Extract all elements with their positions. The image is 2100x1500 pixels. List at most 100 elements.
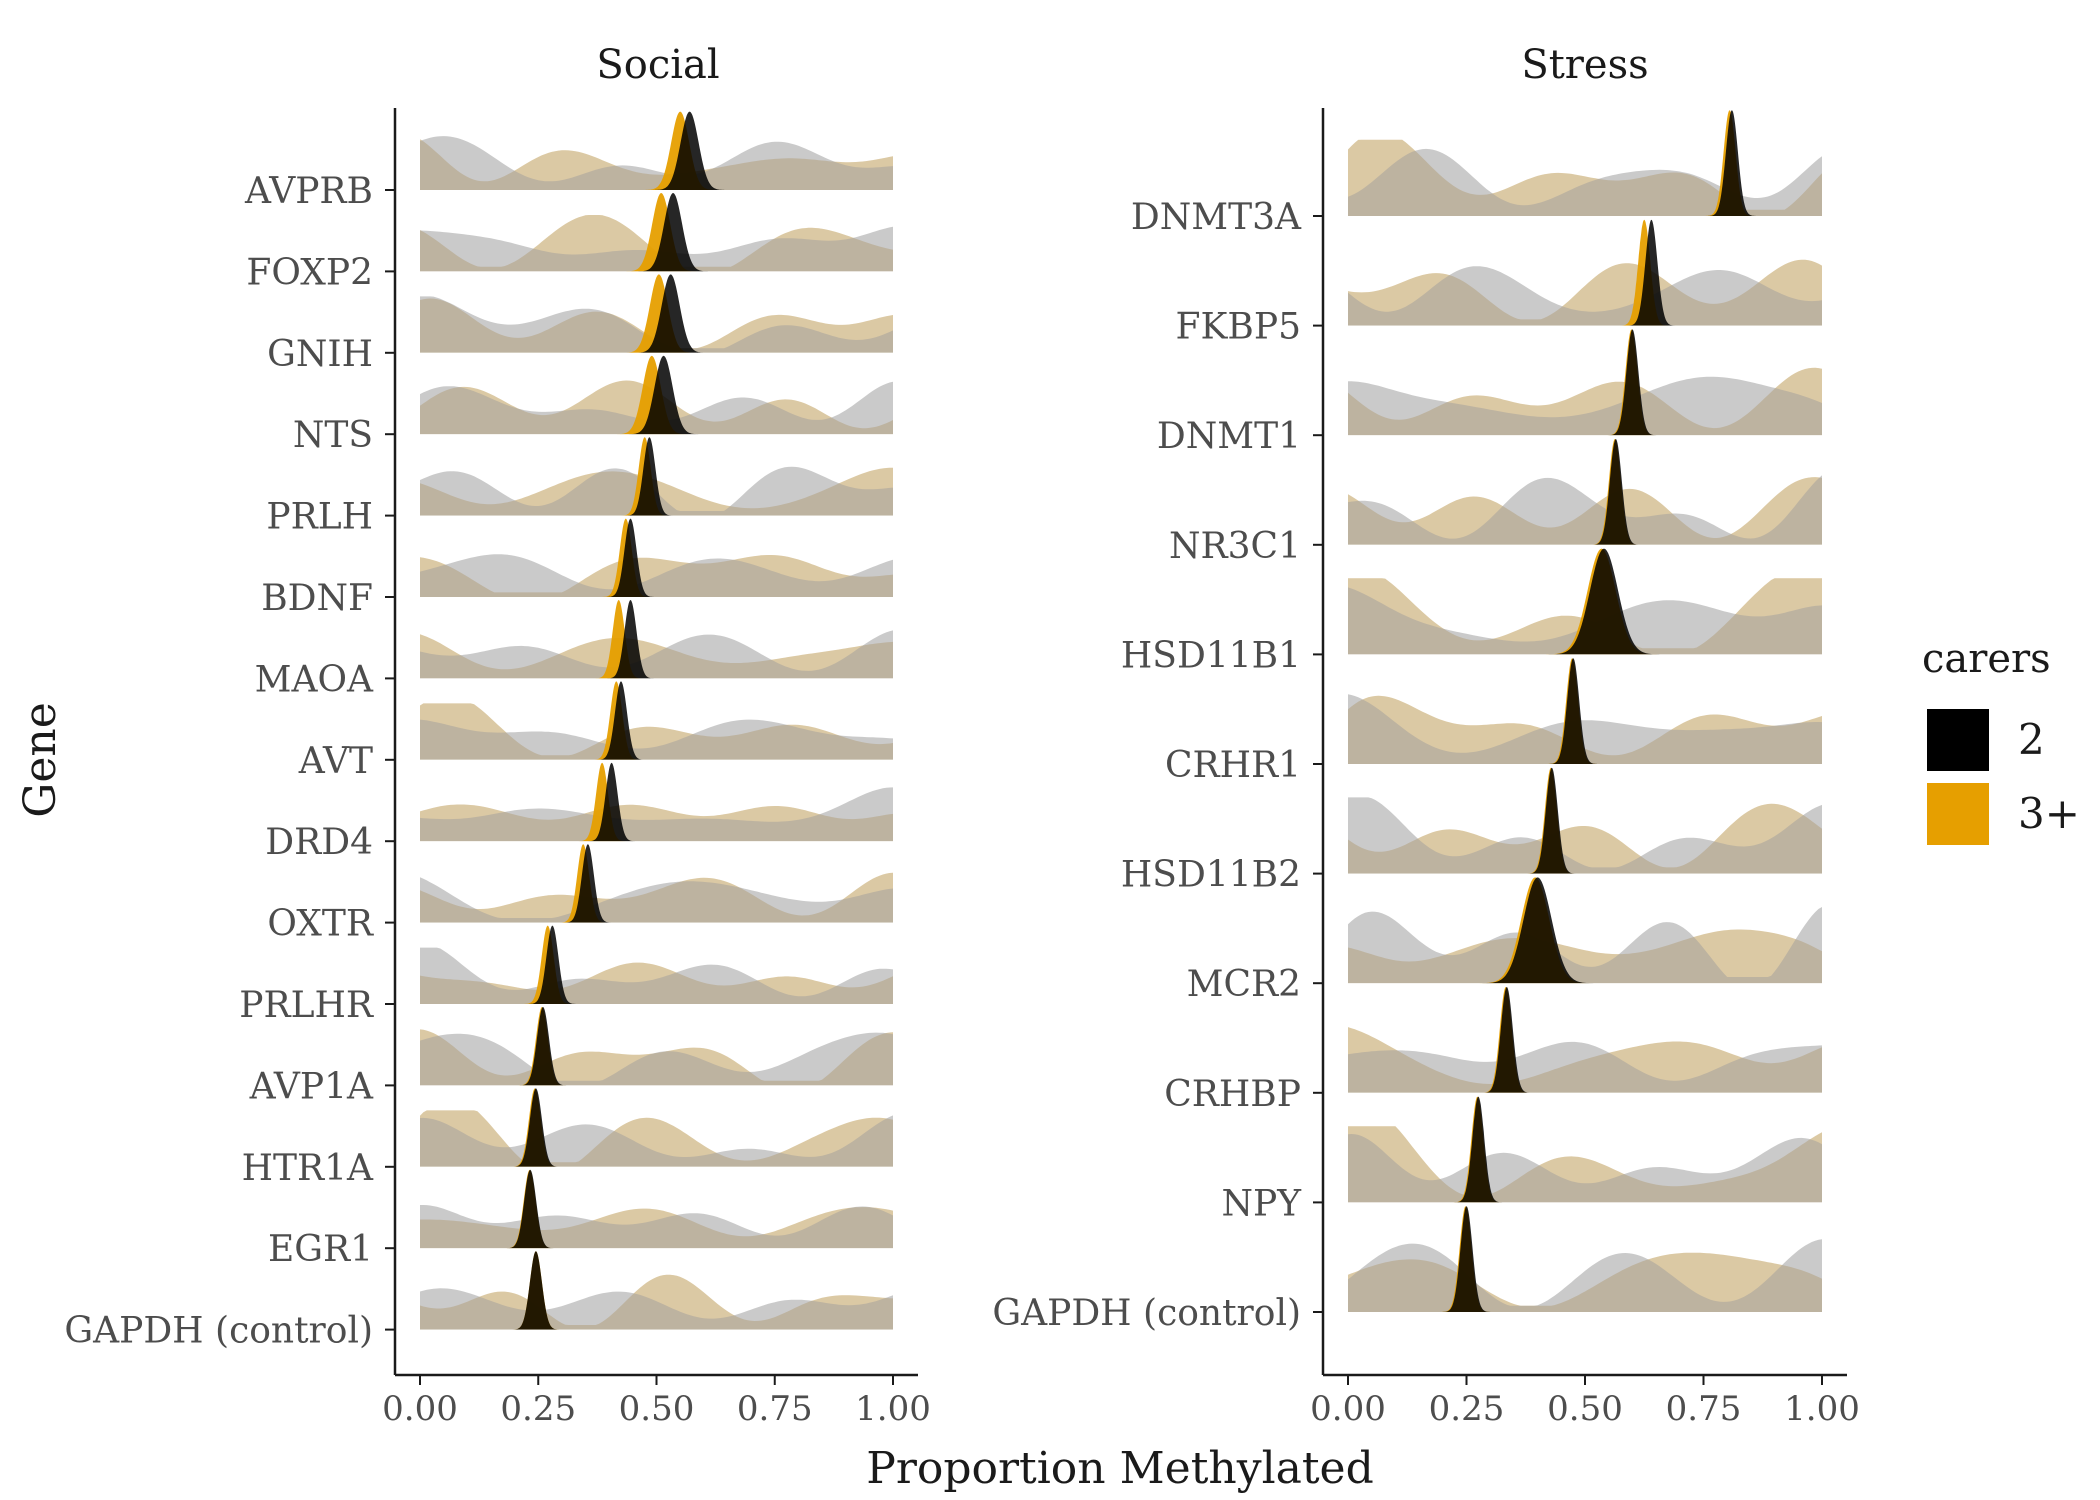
- peak-2-social-12: [511, 1088, 560, 1167]
- peak-2-social-8: [587, 762, 636, 842]
- density-overlap-stress-3: [1348, 477, 1822, 545]
- gene-label-social-2: GNIH: [267, 334, 373, 375]
- ridge-social-6: [418, 600, 895, 683]
- y-axis-title: Gene: [15, 702, 66, 818]
- ridge-stress-7: [1346, 877, 1824, 988]
- density-2-stress-7: [1348, 907, 1822, 984]
- x-tick-label-stress-2: 0.50: [1547, 1389, 1623, 1429]
- peak-2-stress-7: [1481, 877, 1594, 984]
- ridge-social-12: [418, 1088, 895, 1171]
- density-2-social-7: [420, 719, 893, 760]
- ridge-social-11: [418, 1007, 895, 1090]
- density-2-social-5: [420, 554, 893, 597]
- peak-2-social-2: [634, 274, 707, 353]
- density-overlap-social-12: [420, 1110, 893, 1167]
- density-2-social-0: [420, 136, 893, 190]
- density-2-social-6: [420, 630, 893, 679]
- density-2-stress-3: [1348, 475, 1822, 545]
- peak-2-social-6: [606, 600, 655, 679]
- ridge-social-1: [418, 193, 895, 276]
- density-2-social-3: [420, 381, 893, 435]
- peak-3plus-social-2: [622, 274, 695, 353]
- density-overlap-social-14: [420, 1274, 893, 1330]
- legend: carers 2 3+: [1922, 636, 2080, 845]
- ridge-stress-10: [1346, 1206, 1824, 1316]
- density-2-social-8: [420, 787, 893, 842]
- gene-label-stress-8: CRHBP: [1164, 1074, 1301, 1115]
- x-tick-label-social-4: 1.00: [855, 1389, 931, 1429]
- ridge-social-3: [418, 355, 895, 439]
- peak-2-stress-9: [1454, 1096, 1503, 1203]
- density-2-social-4: [420, 466, 893, 516]
- x-axis-title: Proportion Methylated: [866, 1443, 1374, 1494]
- x-tick-label-stress-0: 0.00: [1310, 1389, 1386, 1429]
- stress-panel: Stress DNMT3A FKBP5 DNMT1 NR3C1 HSD11B1 CRHR1…: [992, 42, 1860, 1429]
- gene-label-social-13: EGR1: [268, 1229, 373, 1270]
- gene-label-social-14: GAPDH (control): [64, 1311, 373, 1352]
- gene-label-stress-7: MCR2: [1187, 964, 1301, 1005]
- x-tick-label-stress-1: 0.25: [1429, 1389, 1505, 1429]
- peak-2-social-4: [625, 437, 674, 516]
- ridge-social-0: [418, 111, 895, 194]
- peak-2-social-9: [563, 844, 612, 923]
- social-axes: AVPRB FOXP2 GNIH NTS PRLH BDNF MAOA AVT DRD4 OXTR…: [64, 108, 931, 1429]
- density-2-stress-1: [1348, 266, 1822, 326]
- density-overlap-stress-5: [1348, 695, 1822, 764]
- gene-label-social-7: AVT: [298, 741, 373, 782]
- social-panel-title: Social: [596, 42, 719, 88]
- peak-2-social-7: [597, 681, 645, 760]
- peak-2-social-3: [627, 355, 700, 435]
- ridge-stress-6: [1346, 767, 1824, 878]
- peak-3plus-social-8: [578, 762, 627, 842]
- gene-label-social-1: FOXP2: [246, 252, 373, 293]
- gene-label-stress-5: CRHR1: [1165, 745, 1301, 786]
- peak-2-stress-8: [1482, 987, 1531, 1093]
- density-overlap-stress-0: [1348, 139, 1822, 216]
- peak-2-stress-6: [1527, 767, 1576, 874]
- density-overlap-social-10: [420, 962, 893, 1004]
- ridge-social-9: [418, 844, 895, 927]
- gene-label-stress-9: NPY: [1222, 1183, 1303, 1224]
- density-2-social-2: [420, 296, 893, 353]
- ridge-social-2: [418, 274, 895, 357]
- density-2-social-1: [420, 226, 893, 272]
- ridge-stress-8: [1346, 987, 1824, 1097]
- density-2-stress-2: [1348, 376, 1822, 436]
- ridge-stress-0: [1346, 110, 1824, 220]
- ridge-social-14: [418, 1251, 895, 1334]
- density-3plus-social-12: [420, 1110, 893, 1167]
- x-tick-label-social-2: 0.50: [619, 1389, 695, 1429]
- social-ridges: [418, 111, 895, 1334]
- peak-2-social-13: [506, 1169, 555, 1249]
- density-overlap-social-13: [420, 1207, 893, 1249]
- density-overlap-stress-6: [1348, 803, 1822, 874]
- peak-2-stress-2: [1608, 329, 1657, 436]
- peak-2-social-0: [653, 111, 726, 190]
- x-tick-label-social-3: 0.75: [737, 1389, 813, 1429]
- peak-2-stress-1: [1627, 219, 1676, 326]
- peak-2-stress-0: [1707, 110, 1756, 216]
- gene-label-social-3: NTS: [293, 415, 373, 456]
- stress-axes: DNMT3A FKBP5 DNMT1 NR3C1 HSD11B1 CRHR1 HSD11B2…: [992, 108, 1860, 1429]
- density-overlap-social-8: [420, 804, 893, 842]
- ridge-social-5: [418, 518, 895, 601]
- legend-title: carers: [1922, 636, 2051, 682]
- peak-2-social-5: [606, 518, 655, 597]
- density-3plus-stress-3: [1348, 477, 1822, 545]
- density-overlap-social-9: [420, 872, 893, 923]
- peak-2-social-10: [528, 925, 577, 1004]
- peak-2-social-11: [519, 1007, 567, 1086]
- ridge-social-4: [418, 437, 895, 520]
- density-overlap-social-0: [420, 139, 893, 190]
- gene-label-social-4: PRLH: [266, 497, 373, 538]
- peak-3plus-stress-1: [1620, 219, 1669, 326]
- legend-label-2: 2: [2018, 715, 2045, 764]
- stress-panel-title: Stress: [1521, 42, 1648, 88]
- peak-2-stress-10: [1442, 1206, 1491, 1312]
- peak-2-stress-5: [1549, 658, 1598, 764]
- x-tick-label-social-1: 0.25: [500, 1389, 576, 1429]
- stress-ridges: [1346, 110, 1824, 1316]
- ridge-stress-9: [1346, 1096, 1824, 1207]
- ridge-stress-2: [1346, 329, 1824, 440]
- ridge-social-7: [418, 681, 895, 764]
